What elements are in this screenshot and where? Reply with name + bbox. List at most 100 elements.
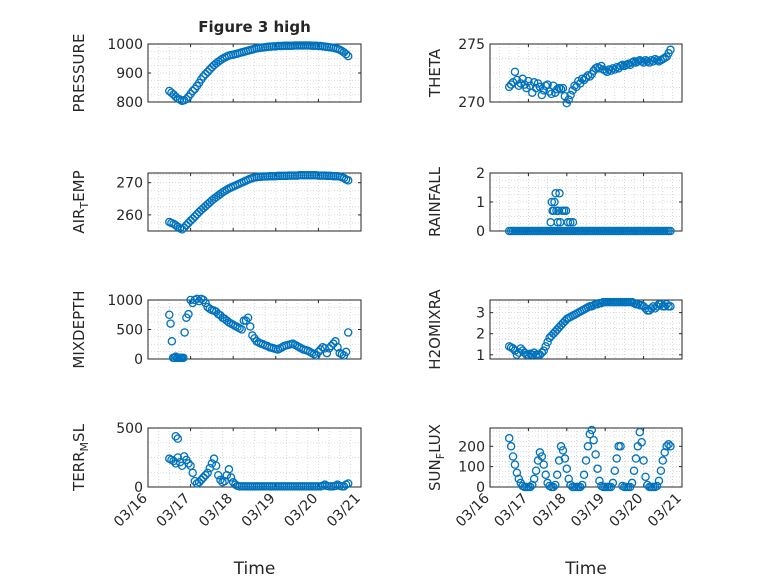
y-tick-label: 270 (116, 176, 143, 192)
data-point (660, 302, 669, 311)
y-tick-label: 270 (458, 95, 485, 111)
data-point (641, 472, 650, 482)
data-point (199, 473, 208, 482)
y-tick-label: 2 (476, 166, 485, 182)
data-point (583, 442, 593, 451)
data-point (552, 470, 562, 480)
data-point (537, 452, 547, 461)
data-point (179, 353, 188, 363)
data-point (184, 309, 193, 319)
data-point (167, 337, 177, 346)
series-markers (165, 41, 353, 106)
data-point (514, 81, 524, 91)
x-axis-label: Time (564, 559, 607, 579)
y-tick-label: 0 (134, 480, 143, 496)
data-point (341, 347, 351, 357)
x-tick-label: 03/19 (239, 491, 279, 531)
data-point (558, 83, 568, 93)
plot-area (148, 428, 361, 487)
data-point (562, 464, 572, 473)
data-point (549, 482, 558, 492)
y-axis-label: SUNFLUX (426, 424, 447, 491)
data-point (547, 197, 557, 207)
y-tick-label: 100 (458, 460, 485, 476)
data-point (554, 456, 564, 465)
series-markers (165, 294, 353, 363)
data-point (575, 482, 585, 492)
y-tick-label: 0 (134, 352, 143, 368)
grid (147, 43, 362, 103)
data-point (654, 476, 664, 486)
data-point (537, 90, 547, 100)
data-point (524, 76, 533, 86)
data-point (652, 481, 662, 491)
y-tick-label: 1000 (107, 293, 143, 309)
data-point (648, 302, 658, 311)
y-axis-label: AIRTEMP (70, 170, 91, 233)
data-point (188, 468, 197, 478)
data-point (585, 429, 595, 439)
y-axis-label: MIXDEPTH (70, 290, 88, 368)
data-point (516, 79, 525, 88)
axes-box (489, 427, 683, 488)
data-point (216, 475, 225, 485)
y-tick-label: 0 (476, 224, 485, 240)
data-point (666, 226, 675, 236)
y-tick-label: 200 (458, 439, 485, 455)
series-markers (504, 425, 675, 492)
data-point (539, 346, 549, 355)
data-point (190, 212, 200, 221)
data-point (341, 49, 351, 59)
data-point (171, 432, 180, 441)
data-point (647, 304, 656, 313)
data-point (631, 454, 641, 463)
y-tick-label: 500 (116, 323, 143, 339)
data-point (656, 466, 666, 475)
data-point (556, 84, 566, 94)
series-markers (504, 189, 675, 236)
data-point (537, 348, 547, 357)
data-point (529, 78, 539, 87)
data-point (555, 189, 564, 198)
data-point (192, 294, 202, 304)
data-point (180, 328, 189, 337)
subplot-title: Figure 3 high (198, 18, 311, 36)
data-point (627, 58, 637, 67)
data-point (324, 344, 334, 353)
data-point (543, 337, 552, 347)
data-point (201, 470, 210, 480)
y-axis-label: PRESSURE (70, 34, 88, 113)
data-point (514, 474, 524, 484)
data-point (662, 442, 671, 451)
data-point (551, 480, 560, 490)
data-point (625, 482, 635, 492)
data-point (194, 478, 204, 487)
data-point (541, 342, 550, 351)
data-point (508, 452, 518, 461)
data-point (190, 476, 200, 486)
data-point (205, 65, 215, 74)
data-point (577, 480, 587, 490)
data-point (595, 476, 604, 486)
subplot-rainfall: 0 1 2 RAINFALL (426, 166, 683, 240)
axes-box (147, 172, 362, 232)
data-point (564, 95, 573, 104)
data-point (553, 218, 562, 227)
y-tick-label: 275 (458, 37, 485, 53)
data-point (568, 218, 578, 227)
data-point (591, 450, 600, 459)
subplot-terr-msl: 0 500 TERRMSL 03/16 03/17 03/18 03/19 03/20 03/2… (70, 421, 364, 579)
data-point (608, 64, 618, 73)
data-point (171, 92, 180, 102)
data-point (188, 214, 197, 224)
data-point (343, 176, 353, 185)
data-point (666, 442, 675, 451)
axes-box (489, 43, 683, 103)
data-point (207, 459, 217, 468)
data-point (535, 448, 545, 457)
data-point (224, 465, 234, 474)
data-point (539, 460, 549, 469)
series-markers (504, 45, 675, 108)
y-tick-label: 800 (116, 95, 143, 111)
